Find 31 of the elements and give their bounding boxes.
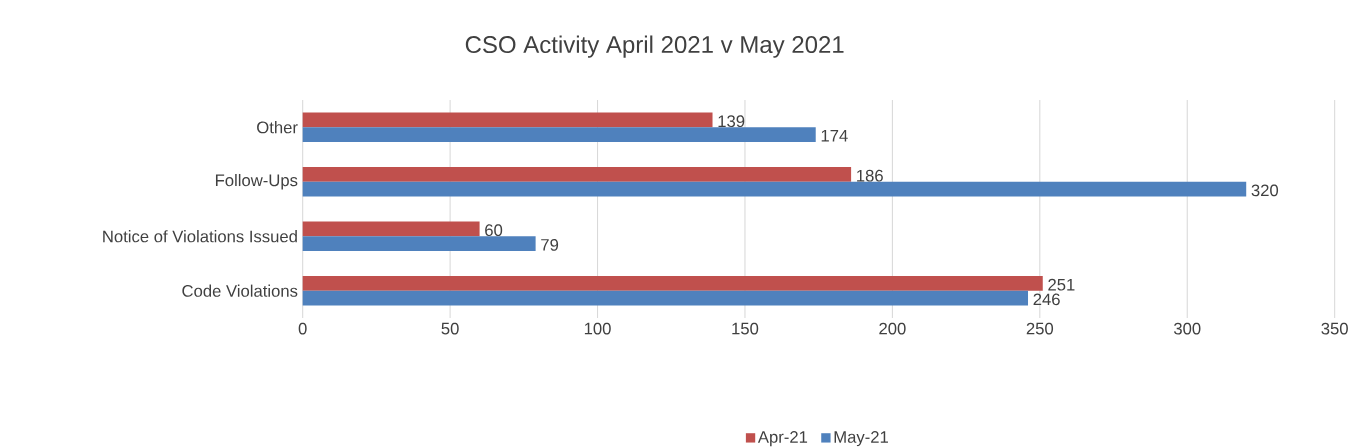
x-tick-label: 200 (879, 322, 906, 335)
bar (302, 167, 852, 182)
legend-label: May-21 (834, 431, 888, 447)
x-tick-label: 100 (584, 322, 611, 335)
data-label: 60 (485, 224, 503, 237)
data-label: 186 (857, 169, 883, 182)
bar (302, 290, 1029, 306)
data-label: 79 (541, 238, 559, 251)
y-tick-label: Code Violations (182, 284, 298, 297)
x-tick-label: 350 (1321, 322, 1348, 335)
x-tick-label: 50 (441, 322, 459, 335)
y-tick-label: Follow-Ups (215, 173, 298, 190)
x-tick-label: 300 (1173, 322, 1201, 335)
x-tick-label: 150 (732, 322, 759, 335)
x-tick-label: 250 (1026, 322, 1054, 335)
y-tick-label: Notice of Violations Issued (103, 230, 297, 243)
x-tick-label: 0 (298, 322, 307, 335)
bar (302, 221, 480, 237)
data-label: 139 (718, 115, 745, 128)
bar (302, 236, 536, 251)
data-label: 251 (1048, 278, 1075, 291)
legend-label: Apr-21 (757, 431, 808, 447)
data-label: 174 (821, 129, 848, 142)
bar (302, 181, 1247, 197)
data-label: 246 (1033, 293, 1060, 306)
y-tick-label: Other (257, 121, 298, 134)
bar (302, 127, 816, 142)
bar (302, 112, 713, 128)
data-label: 320 (1251, 184, 1279, 197)
chart-title: CSO Activity April 2021 v May 2021 (465, 35, 844, 58)
bar (302, 276, 1043, 291)
